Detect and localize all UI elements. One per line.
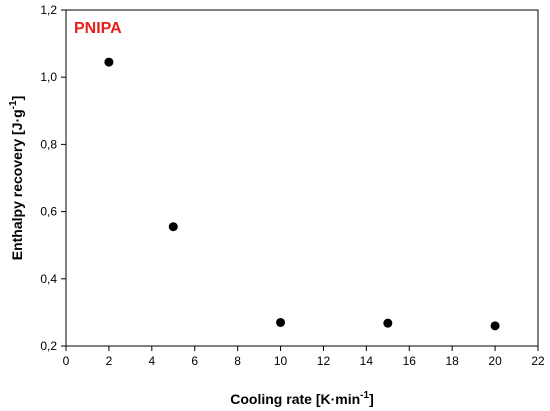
x-tick-label: 14 xyxy=(360,354,374,368)
data-point xyxy=(104,57,114,67)
axis-ticks: 0 2 4 6 8 10 12 14 16 18 20 22 0,2 0,4 0,6 0,8 1,0 1,2 xyxy=(40,3,545,368)
x-tick-label: 18 xyxy=(446,354,460,368)
x-tick-label: 8 xyxy=(234,354,241,368)
y-tick-label: 0,8 xyxy=(40,137,57,151)
chart-annotation: PNIPA xyxy=(74,20,122,37)
y-axis-label: Enthalpy recovery [J·g-1] xyxy=(8,96,25,261)
y-tick-label: 1,0 xyxy=(40,70,57,84)
data-point xyxy=(168,222,178,232)
x-tick-label: 20 xyxy=(488,354,502,368)
data-points xyxy=(104,57,500,331)
x-tick-label: 12 xyxy=(317,354,331,368)
data-point xyxy=(276,317,286,327)
x-tick-label: 0 xyxy=(63,354,70,368)
x-tick-label: 6 xyxy=(191,354,198,368)
plot-area xyxy=(65,9,539,347)
plot-frame xyxy=(65,9,539,347)
x-tick-label: 4 xyxy=(148,354,155,368)
data-point xyxy=(490,321,500,331)
y-tick-label: 0,6 xyxy=(40,205,57,219)
y-tick-label: 0,4 xyxy=(40,272,57,286)
y-tick-label: 0,2 xyxy=(40,339,57,353)
data-point xyxy=(383,318,393,328)
x-tick-label: 2 xyxy=(106,354,113,368)
x-tick-label: 22 xyxy=(531,354,545,368)
x-axis-label: Cooling rate [K·min-1] xyxy=(230,390,373,407)
y-tick-label: 1,2 xyxy=(40,3,57,17)
x-tick-label: 16 xyxy=(403,354,417,368)
x-tick-label: 10 xyxy=(274,354,288,368)
